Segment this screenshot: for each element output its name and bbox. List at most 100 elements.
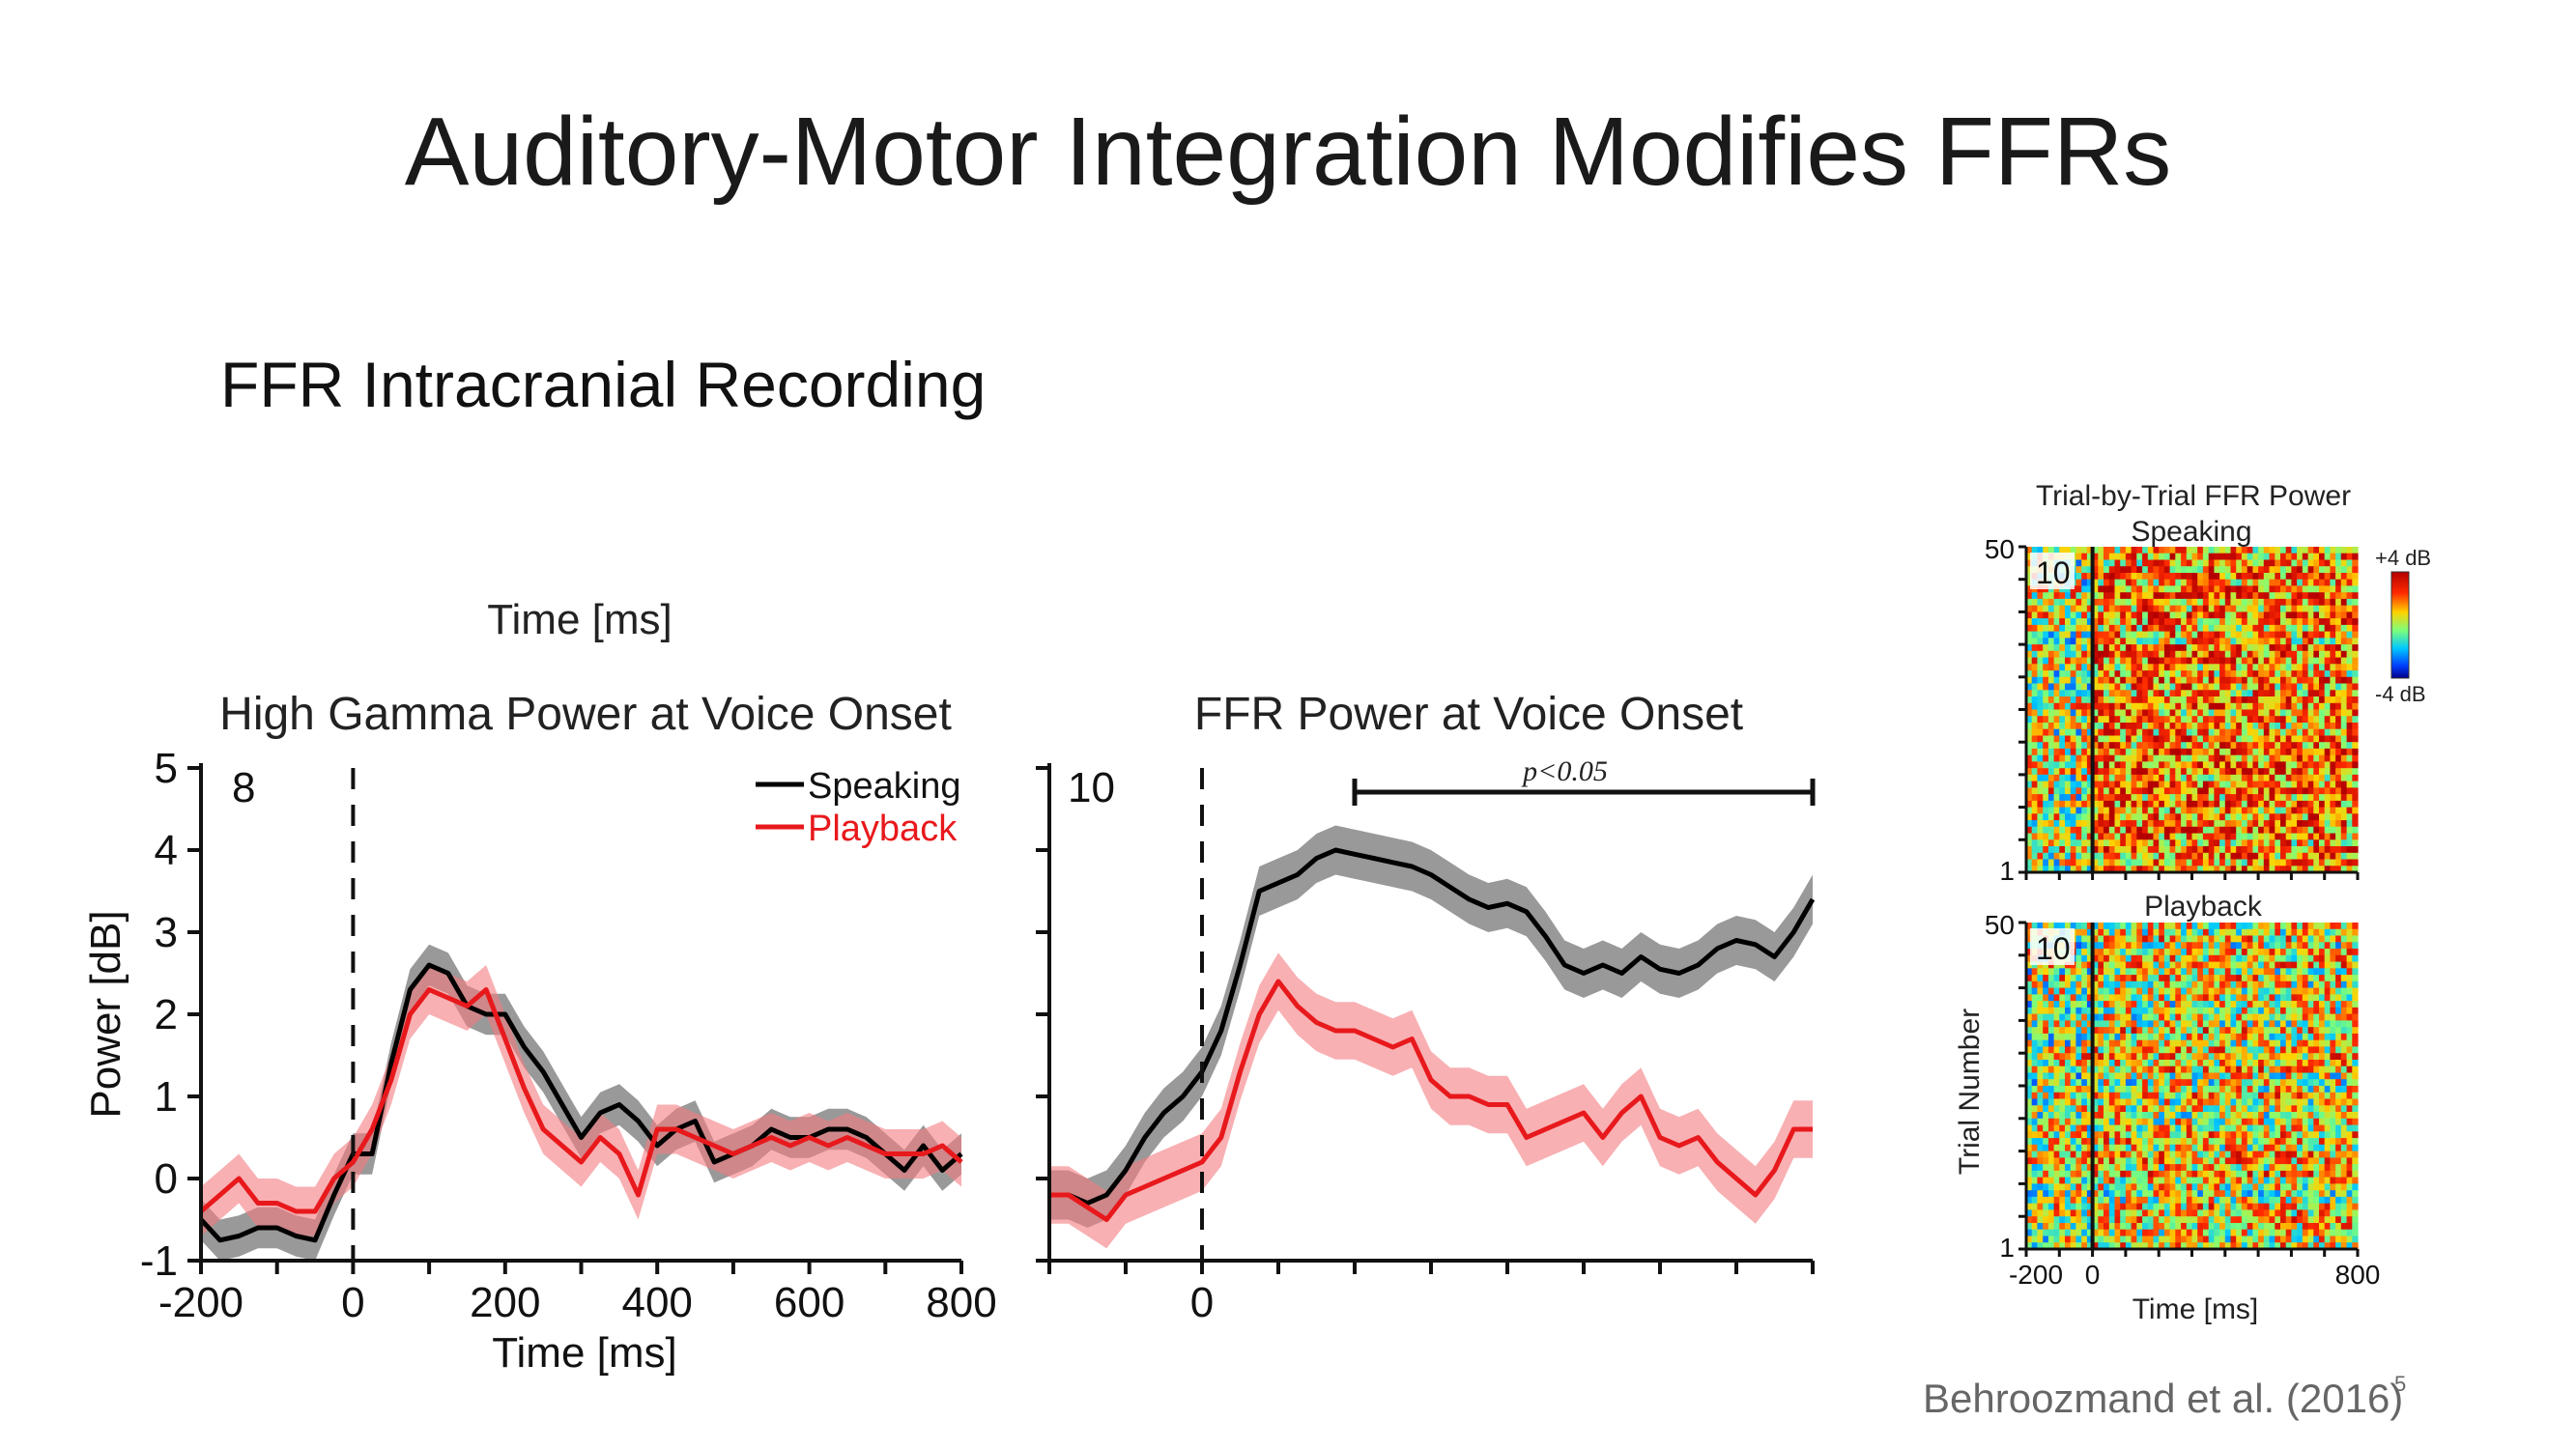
heatmap-cell xyxy=(2104,1086,2110,1094)
heatmap-cell xyxy=(2186,928,2193,937)
heatmap-cell xyxy=(2081,994,2088,1002)
heatmap-cell xyxy=(2181,833,2188,840)
heatmap-cell xyxy=(2098,833,2104,840)
heatmap-cell xyxy=(2241,1013,2248,1021)
heatmap-cell xyxy=(2081,553,2088,560)
heatmap-cell xyxy=(2208,723,2215,730)
heatmap-cell xyxy=(2031,980,2038,989)
heatmap-cell xyxy=(2346,1033,2353,1041)
heatmap-cell xyxy=(2191,859,2198,867)
heatmap-cell xyxy=(2159,800,2165,809)
heatmap-cell xyxy=(2070,975,2076,982)
heatmap-cell xyxy=(2280,683,2287,691)
heatmap-cell xyxy=(2043,980,2049,989)
heatmap-cell xyxy=(2037,696,2044,704)
heatmap-cell xyxy=(2230,923,2237,930)
heatmap-cell xyxy=(2197,1027,2204,1035)
heatmap-cell xyxy=(2125,781,2132,788)
heatmap-cell xyxy=(2181,1060,2188,1067)
heatmap-cell xyxy=(2159,1027,2165,1035)
heatmap-cell xyxy=(2131,631,2137,639)
heatmap-cell xyxy=(2352,1079,2359,1087)
heatmap-cell xyxy=(2159,1033,2165,1041)
heatmap-cell xyxy=(2241,1007,2248,1015)
heatmap-cell xyxy=(2230,592,2237,600)
heatmap-cell xyxy=(2104,826,2110,835)
heatmap-cell xyxy=(2214,657,2220,665)
heatmap-cell xyxy=(2108,1124,2116,1132)
heatmap-cell xyxy=(2092,754,2099,762)
heatmap-cell xyxy=(2285,592,2292,600)
heatmap-cell xyxy=(2175,820,2182,828)
heatmap-cell xyxy=(2114,579,2121,586)
heatmap-cell xyxy=(2258,942,2265,950)
heatmap-cell xyxy=(2269,1079,2275,1087)
heatmap-cell xyxy=(2120,644,2127,652)
heatmap-cell xyxy=(2224,800,2232,809)
heatmap-cell xyxy=(2169,644,2176,652)
heatmap-cell xyxy=(2346,1079,2353,1087)
heatmap-cell xyxy=(2208,728,2215,736)
heatmap-cell xyxy=(2247,690,2253,697)
heatmap-cell xyxy=(2163,1001,2171,1009)
heatmap-cell xyxy=(2043,994,2049,1002)
heatmap-cell xyxy=(2280,813,2287,821)
heatmap-cell xyxy=(2175,768,2182,776)
heatmap-cell xyxy=(2070,1072,2076,1080)
heatmap-cell xyxy=(2291,748,2298,756)
heatmap-cell xyxy=(2075,579,2082,586)
heatmap-cell xyxy=(2181,1098,2188,1106)
heatmap-cell xyxy=(2026,605,2033,612)
heatmap-cell xyxy=(2047,1124,2055,1132)
heatmap-cell xyxy=(2319,644,2326,652)
heatmap-cell xyxy=(2159,742,2165,750)
heatmap-cell xyxy=(2202,683,2210,691)
heatmap-cell xyxy=(2247,928,2253,937)
heatmap-cell xyxy=(2169,638,2176,645)
heatmap-cell xyxy=(2269,547,2275,554)
heatmap-cell xyxy=(2241,553,2248,560)
heatmap-cell xyxy=(2043,728,2049,736)
heatmap-cell xyxy=(2352,676,2359,685)
heatmap-cell xyxy=(2285,605,2292,612)
heatmap-cell xyxy=(2258,1046,2265,1054)
heatmap-cell xyxy=(2319,1039,2326,1048)
heatmap-cell xyxy=(2241,605,2248,612)
heatmap-cell xyxy=(2136,1072,2143,1080)
heatmap-cell xyxy=(2065,657,2072,665)
heatmap-cell xyxy=(2104,585,2110,593)
heatmap-cell xyxy=(2104,794,2110,802)
heatmap-cell xyxy=(2163,949,2171,956)
heatmap-cell xyxy=(2159,1086,2165,1094)
heatmap-cell xyxy=(2070,728,2076,736)
heatmap-cell xyxy=(2330,846,2336,854)
heatmap-cell xyxy=(2142,774,2149,782)
heatmap-cell xyxy=(2252,774,2259,782)
heatmap-cell xyxy=(2197,813,2204,821)
heatmap-cell xyxy=(2224,954,2232,963)
heatmap-cell xyxy=(2136,709,2143,717)
heatmap-cell xyxy=(2120,987,2127,995)
heatmap-cell xyxy=(2026,592,2033,600)
heatmap-cell xyxy=(2247,923,2253,930)
heatmap-cell xyxy=(2214,670,2220,678)
heatmap-cell xyxy=(2307,1033,2314,1041)
heatmap-cell xyxy=(2269,1053,2275,1061)
heatmap-cell xyxy=(2043,657,2049,665)
heatmap-cell xyxy=(2159,968,2165,976)
heatmap-cell xyxy=(2202,728,2210,736)
heatmap-cell xyxy=(2070,1092,2076,1100)
heatmap-cell xyxy=(2247,839,2253,847)
heatmap-cell xyxy=(2081,631,2088,639)
heatmap-cell xyxy=(2340,1013,2348,1021)
heatmap-cell xyxy=(2026,1112,2033,1120)
heatmap-cell xyxy=(2104,866,2110,873)
heatmap-cell xyxy=(2159,644,2165,652)
heatmap-cell xyxy=(2214,683,2220,691)
heatmap-cell xyxy=(2125,846,2132,854)
heatmap-cell xyxy=(2214,618,2220,626)
heatmap-cell xyxy=(2075,826,2082,835)
heatmap-cell xyxy=(2263,813,2271,821)
heatmap-cell xyxy=(2191,579,2198,586)
heatmap-cell xyxy=(2147,754,2155,762)
